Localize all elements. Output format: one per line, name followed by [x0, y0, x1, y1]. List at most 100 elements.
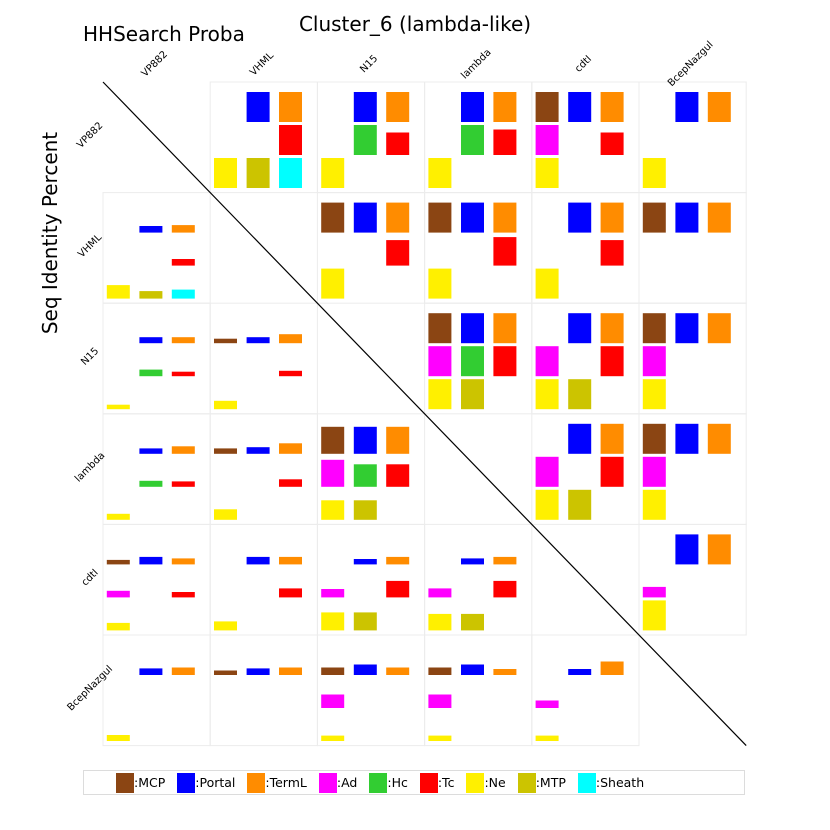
bar-cdtI-VHML-Ne: [214, 621, 237, 631]
row-label-N15: N15: [79, 346, 101, 368]
bar-VHML-cdtI-TermL: [600, 202, 624, 233]
bar-cdtI-VP882-Portal: [139, 556, 163, 565]
legend-item-Sheath: :Sheath: [577, 772, 645, 793]
cell-frame-BcepNazgul-VP882: [102, 634, 211, 747]
bar-cdtI-lambda-Portal: [461, 558, 484, 565]
bar-lambda-VHML-Ne: [214, 509, 237, 520]
bar-lambda-N15-Tc: [386, 464, 410, 487]
bar-N15-cdtI-MTP: [568, 379, 592, 410]
bar-lambda-N15-Ad: [321, 459, 345, 487]
legend-label-Hc: :Hc: [387, 775, 408, 790]
legend-item-MCP: :MCP: [116, 772, 165, 793]
bar-N15-VP882-Portal: [139, 337, 163, 344]
bar-VP882-cdtI-TermL: [600, 92, 624, 122]
bar-VP882-BcepNazgul-Ne: [642, 158, 666, 188]
row-label-VP882: VP882: [75, 120, 105, 150]
legend-item-Ad: :Ad: [318, 772, 357, 793]
legend-swatch-TermL: [247, 772, 266, 793]
bar-cdtI-VP882-Tc: [171, 592, 195, 598]
legend-item-Hc: :Hc: [369, 772, 408, 793]
bar-lambda-VP882-TermL: [171, 446, 195, 454]
bar-N15-VP882-Tc: [171, 371, 195, 377]
bar-VP882-cdtI-Ad: [535, 125, 559, 155]
bar-N15-VHML-Portal: [246, 337, 270, 344]
bar-VHML-lambda-TermL: [493, 202, 517, 233]
bar-BcepNazgul-cdtI-Portal: [568, 669, 592, 675]
chart-title: Cluster_6 (lambda-like): [298, 12, 532, 36]
legend: :MCP:Portal:TermL:Ad:Hc:Tc:Ne:MTP:Sheath: [83, 770, 745, 795]
bar-N15-BcepNazgul-Portal: [675, 313, 699, 344]
bar-BcepNazgul-N15-Portal: [353, 664, 377, 675]
bar-VP882-VHML-MTP: [246, 158, 270, 188]
legend-swatch-Ad: [318, 772, 337, 793]
bar-cdtI-VHML-TermL: [279, 556, 302, 565]
legend-label-Tc: :Tc: [437, 775, 455, 790]
bar-VP882-N15-TermL: [386, 92, 410, 122]
bar-cdtI-VHML-Tc: [279, 588, 302, 598]
bar-VP882-N15-Ne: [321, 158, 345, 188]
bar-N15-VP882-Ne: [106, 404, 130, 410]
column-label-N15: N15: [358, 53, 380, 75]
bar-lambda-cdtI-Ad: [535, 456, 559, 487]
row-label-cdtI: cdtI: [80, 567, 101, 588]
bar-N15-cdtI-Portal: [568, 313, 592, 344]
bar-cdtI-VP882-Ne: [106, 622, 130, 631]
bar-lambda-BcepNazgul-Ne: [642, 489, 666, 520]
upper-triangle-label: HHSearch Proba: [83, 22, 245, 46]
bar-N15-lambda-Ad: [428, 346, 452, 377]
legend-item-MTP: :MTP: [517, 772, 566, 793]
bar-VHML-N15-TermL: [386, 202, 410, 233]
bar-VHML-lambda-MCP: [428, 202, 452, 233]
legend-label-Sheath: :Sheath: [595, 775, 645, 790]
bar-cdtI-lambda-MTP: [461, 613, 484, 631]
bar-BcepNazgul-N15-TermL: [386, 667, 410, 675]
bar-lambda-cdtI-Tc: [600, 456, 624, 487]
bar-VP882-lambda-Ne: [428, 158, 452, 188]
bar-VP882-N15-Tc: [386, 132, 410, 155]
legend-label-Ne: :Ne: [484, 775, 506, 790]
bar-cdtI-lambda-Ne: [428, 613, 452, 631]
bar-VP882-VHML-Ne: [214, 158, 237, 188]
bar-VP882-cdtI-Tc: [600, 132, 624, 155]
bar-N15-cdtI-Tc: [600, 346, 624, 377]
bar-lambda-N15-TermL: [386, 426, 410, 454]
bar-cdtI-BcepNazgul-Ne: [642, 600, 666, 631]
bar-cdtI-N15-Ne: [321, 612, 345, 631]
bar-VHML-VP882-Ne: [106, 285, 130, 299]
bar-cdtI-BcepNazgul-TermL: [707, 534, 731, 565]
cell-frame-N15-VHML: [209, 302, 318, 415]
legend-item-Tc: :Tc: [419, 772, 455, 793]
legend-swatch-Hc: [369, 772, 388, 793]
bar-VHML-cdtI-Tc: [600, 240, 624, 266]
bar-BcepNazgul-VHML-Portal: [246, 668, 270, 675]
bar-BcepNazgul-VHML-TermL: [279, 667, 302, 675]
bar-VHML-VP882-Tc: [171, 259, 195, 266]
bar-VHML-N15-Ne: [321, 268, 345, 299]
bar-BcepNazgul-lambda-Portal: [461, 664, 484, 675]
bar-BcepNazgul-cdtI-Ad: [535, 700, 559, 708]
bar-cdtI-N15-Ad: [321, 589, 345, 598]
bar-lambda-VHML-Portal: [246, 447, 270, 454]
bar-lambda-BcepNazgul-Ad: [642, 456, 666, 487]
cell-frame-BcepNazgul-N15: [316, 634, 426, 747]
bar-lambda-VP882-Hc: [139, 480, 163, 487]
bar-VP882-cdtI-Ne: [535, 158, 559, 188]
bar-VHML-VP882-Portal: [139, 226, 163, 233]
legend-item-Ne: :Ne: [466, 772, 506, 793]
bar-N15-VHML-Tc: [279, 370, 302, 377]
bar-lambda-VHML-Tc: [279, 479, 302, 487]
bar-N15-VHML-Ne: [214, 400, 237, 410]
bar-BcepNazgul-N15-MCP: [321, 667, 345, 675]
bar-N15-cdtI-Ne: [535, 379, 559, 410]
bar-lambda-BcepNazgul-TermL: [707, 423, 731, 454]
bar-lambda-N15-MCP: [321, 426, 345, 454]
bar-BcepNazgul-lambda-Ne: [428, 735, 452, 741]
bar-cdtI-VHML-Portal: [246, 556, 270, 565]
bar-lambda-VP882-Ne: [106, 513, 130, 520]
bar-VP882-cdtI-Portal: [568, 92, 592, 122]
bar-BcepNazgul-cdtI-Ne: [535, 735, 559, 741]
legend-label-MTP: :MTP: [535, 775, 566, 790]
legend-swatch-Ne: [466, 772, 485, 793]
bar-cdtI-lambda-TermL: [493, 556, 517, 565]
bar-VP882-lambda-Portal: [461, 92, 484, 122]
